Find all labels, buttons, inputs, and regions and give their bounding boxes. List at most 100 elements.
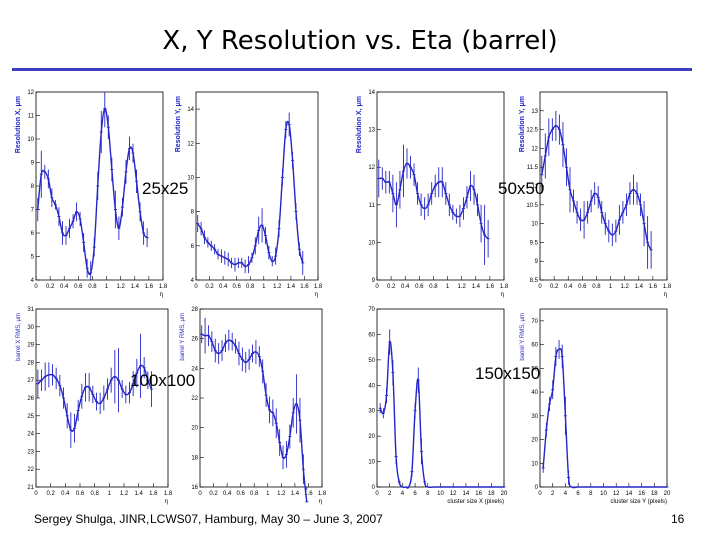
x-axis-label: η xyxy=(160,292,163,298)
panel-25x25-y: 0 0.2 0.4 0.6 0.8 1 1.2 1.4 1.6 1.8 4 6 8 10 12 14 Resol… xyxy=(174,88,324,298)
chart-background xyxy=(355,305,510,505)
y-tick-label: 16 xyxy=(191,485,198,491)
x-tick-label: 0 xyxy=(375,491,379,497)
panel-label-50x50: 50x50 xyxy=(498,179,545,198)
title-rule xyxy=(12,68,692,71)
x-tick-label: 0.8 xyxy=(90,491,99,497)
x-tick-label: 8 xyxy=(589,491,593,497)
panel-100x100-x: 0 0.2 0.4 0.6 0.8 1 1.2 1.4 1.6 1.8 21 22 23 24 25 26 27… xyxy=(14,305,174,505)
x-axis-label: η xyxy=(664,292,667,298)
x-tick-label: 0.6 xyxy=(232,284,241,290)
y-tick-label: 13 xyxy=(368,128,375,134)
x-tick-label: 1.6 xyxy=(149,491,158,497)
y-tick-label: 20 xyxy=(191,426,198,432)
x-tick-label: 0 xyxy=(34,491,38,497)
panel-label-25x25: 25x25 xyxy=(142,179,189,198)
y-tick-label: 12 xyxy=(368,165,375,171)
y-tick-label: 8 xyxy=(31,184,35,190)
chart-100x100-x: 0 0.2 0.4 0.6 0.8 1 1.2 1.4 1.6 1.8 21 22 23 24 25 26 27… xyxy=(14,305,174,505)
y-tick-label: 6 xyxy=(31,231,35,237)
series-line xyxy=(378,162,489,240)
y-tick-label: 12 xyxy=(187,141,194,147)
x-tick-label: 1.4 xyxy=(287,284,296,290)
x-tick-label: 0.6 xyxy=(236,491,245,497)
x-tick-label: 18 xyxy=(651,491,658,497)
chart-25x25-x: 0 0.2 0.4 0.6 0.8 1 1.2 1.4 1.6 1.8 4 5 6 7 8 9 10 11 12 Re… xyxy=(14,88,169,298)
plot-frame xyxy=(195,91,319,281)
y-axis-label: Resolution Y, μm xyxy=(175,96,182,152)
y-tick-label: 31 xyxy=(27,307,34,313)
y-tick-label: 24 xyxy=(27,432,34,438)
y-tick-label: 5 xyxy=(31,255,35,261)
x-tick-label: 0 xyxy=(538,284,542,290)
x-tick-label: 10 xyxy=(437,491,444,497)
x-tick-label: 1 xyxy=(609,284,613,290)
x-tick-label: 0.4 xyxy=(219,284,228,290)
y-tick-label: 10 xyxy=(27,137,34,143)
y-tick-label: 10 xyxy=(531,461,538,467)
x-tick-label: 1 xyxy=(108,491,112,497)
x-tick-label: 0 xyxy=(375,284,379,290)
y-tick-label: 9.5 xyxy=(530,240,539,246)
x-tick-label: 6 xyxy=(413,491,417,497)
y-tick-label: 26 xyxy=(191,337,198,343)
x-tick-label: 20 xyxy=(501,491,508,497)
x-tick-label: 0.4 xyxy=(401,284,410,290)
x-tick-label: 1.8 xyxy=(500,284,509,290)
x-tick-label: 0.4 xyxy=(564,284,573,290)
y-tick-label: 9 xyxy=(372,278,376,284)
plot-frame xyxy=(376,91,505,281)
y-tick-label: 12.5 xyxy=(526,128,538,134)
x-tick-label: 1 xyxy=(266,491,270,497)
panel-50x50-x: 0 0.2 0.4 0.6 0.8 1 1.2 1.4 1.6 1.8 9 10 11 12 13 14 Res… xyxy=(355,88,510,298)
y-tick-label: 40 xyxy=(368,383,375,389)
y-axis-label: Resolution Y, μm xyxy=(519,96,526,152)
chart-50x50-y: 0 0.2 0.4 0.6 0.8 1 1.2 1.4 1.6 1.8 8.5 9 9.5 10 10.5 1… xyxy=(518,88,673,298)
chart-background xyxy=(178,305,328,505)
panel-label-150x150: 150x150 xyxy=(475,364,541,383)
y-tick-label: 11 xyxy=(369,203,376,209)
x-tick-label: 2 xyxy=(551,491,555,497)
chart-background xyxy=(518,305,673,505)
x-tick-label: 1 xyxy=(105,284,109,290)
y-tick-label: 28 xyxy=(27,360,34,366)
y-tick-label: 30 xyxy=(368,409,375,415)
y-tick-label: 10.5 xyxy=(526,203,538,209)
panel-25x25-x: 0 0.2 0.4 0.6 0.8 1 1.2 1.4 1.6 1.8 4 5 6 7 8 9 10 11 12 Re… xyxy=(14,88,169,298)
y-tick-label: 11 xyxy=(28,114,35,120)
x-tick-label: 0 xyxy=(194,284,198,290)
y-tick-label: 24 xyxy=(191,366,198,372)
x-tick-label: 1.8 xyxy=(159,284,168,290)
y-tick-label: 10 xyxy=(368,240,375,246)
x-tick-label: 1.2 xyxy=(620,284,629,290)
y-tick-label: 12 xyxy=(531,146,538,152)
chart-background xyxy=(14,305,174,505)
chart-150x150-x: 0 2 4 6 8 10 12 14 16 18 20 0 10 20 30 40 50 60 70 cluster … xyxy=(355,305,510,505)
y-tick-label: 10 xyxy=(187,175,194,181)
x-tick-label: 1.2 xyxy=(116,284,125,290)
y-tick-label: 20 xyxy=(368,434,375,440)
footer-author: Sergey Shulga, JINR, xyxy=(34,512,150,526)
y-axis-label: barrel Y RMS, μm xyxy=(180,313,186,361)
y-tick-label: 11 xyxy=(532,184,539,190)
x-tick-label: 10 xyxy=(600,491,607,497)
series-line xyxy=(379,340,505,489)
panel-50x50-y: 0 0.2 0.4 0.6 0.8 1 1.2 1.4 1.6 1.8 8.5 9 9.5 10 10.5 1… xyxy=(518,88,673,298)
x-tick-label: 16 xyxy=(475,491,482,497)
y-tick-label: 6 xyxy=(191,244,195,250)
x-tick-label: 0.4 xyxy=(61,491,70,497)
x-axis-label: η xyxy=(315,292,318,298)
panel-label-100x100: 100x100 xyxy=(130,371,196,390)
y-tick-label: 10 xyxy=(368,460,375,466)
x-tick-label: 12 xyxy=(613,491,620,497)
y-tick-label: 8.5 xyxy=(530,278,539,284)
y-axis-label: Resolution X, μm xyxy=(356,96,363,153)
x-axis-label: η xyxy=(165,499,168,505)
x-tick-label: 20 xyxy=(664,491,671,497)
x-tick-label: 14 xyxy=(626,491,633,497)
y-tick-label: 50 xyxy=(531,366,538,372)
x-tick-label: 1.4 xyxy=(635,284,644,290)
panel-150x150-x: 0 2 4 6 8 10 12 14 16 18 20 0 10 20 30 40 50 60 70 cluster … xyxy=(355,305,510,505)
y-tick-label: 27 xyxy=(27,378,34,384)
x-tick-label: 1 xyxy=(446,284,450,290)
